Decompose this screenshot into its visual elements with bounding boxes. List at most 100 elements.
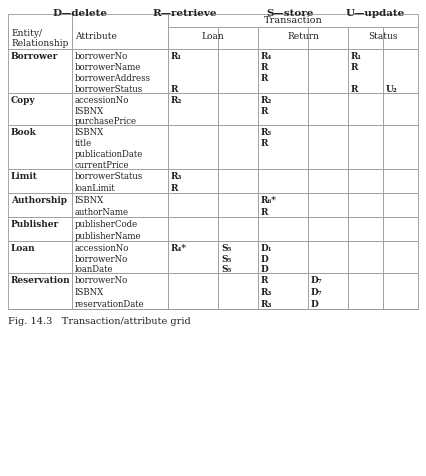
Bar <box>308 49 348 93</box>
Bar <box>308 241 348 273</box>
Text: borrowerName: borrowerName <box>75 63 141 72</box>
Text: borrowerStatus: borrowerStatus <box>75 172 143 181</box>
Text: R₂: R₂ <box>171 96 182 105</box>
Bar <box>348 217 383 241</box>
Text: Return: Return <box>287 32 319 41</box>
Bar <box>383 273 418 309</box>
Text: R₆*: R₆* <box>261 196 277 205</box>
Bar <box>72 241 168 273</box>
Bar <box>218 27 258 49</box>
Bar <box>308 27 348 49</box>
Bar <box>218 193 258 217</box>
Bar <box>258 217 308 241</box>
Bar <box>8 169 72 193</box>
Text: R: R <box>261 107 268 116</box>
Bar <box>8 93 72 125</box>
Text: ISBNX: ISBNX <box>75 128 104 137</box>
Bar <box>258 273 308 309</box>
Text: Borrower: Borrower <box>11 52 58 61</box>
Text: R: R <box>351 85 358 94</box>
Bar <box>218 273 258 309</box>
Bar <box>168 169 218 193</box>
Bar <box>258 241 308 273</box>
Bar <box>8 241 72 273</box>
Text: S—store: S—store <box>266 9 314 18</box>
Text: loanDate: loanDate <box>75 265 114 274</box>
Text: accessionNo: accessionNo <box>75 96 130 105</box>
Bar <box>8 273 72 309</box>
Bar <box>72 193 168 217</box>
Bar <box>348 125 383 169</box>
Text: D: D <box>261 255 269 264</box>
Text: R: R <box>171 85 178 94</box>
Text: R₃: R₃ <box>261 288 272 297</box>
Text: Entity/
Relationship: Entity/ Relationship <box>11 29 69 49</box>
Bar <box>308 169 348 193</box>
Text: publisherCode: publisherCode <box>75 220 138 229</box>
Text: Publisher: Publisher <box>11 220 59 229</box>
Text: accessionNo: accessionNo <box>75 244 130 253</box>
Text: R—retrieve: R—retrieve <box>153 9 217 18</box>
Text: R₁: R₁ <box>351 52 362 61</box>
Bar <box>218 169 258 193</box>
Text: borrowerStatus: borrowerStatus <box>75 85 143 94</box>
Text: Loan: Loan <box>11 244 36 253</box>
Text: borrowerNo: borrowerNo <box>75 276 128 285</box>
Bar <box>168 273 218 309</box>
Bar <box>258 169 308 193</box>
Bar <box>383 27 418 49</box>
Bar <box>348 169 383 193</box>
Text: borrowerAddress: borrowerAddress <box>75 74 151 83</box>
Bar <box>258 125 308 169</box>
Bar <box>348 241 383 273</box>
Text: publisherName: publisherName <box>75 232 141 241</box>
Text: Reservation: Reservation <box>11 276 71 285</box>
Text: borrowerNo: borrowerNo <box>75 52 128 61</box>
Text: D₇: D₇ <box>311 276 323 285</box>
Text: R₄*: R₄* <box>171 244 187 253</box>
Bar <box>308 273 348 309</box>
Bar <box>8 27 72 49</box>
Text: R₃: R₃ <box>171 172 182 181</box>
Text: Fig. 14.3   Transaction/attribute grid: Fig. 14.3 Transaction/attribute grid <box>8 317 191 326</box>
Bar <box>218 49 258 93</box>
Bar <box>383 241 418 273</box>
Text: Limit: Limit <box>11 172 38 181</box>
Text: R₁: R₁ <box>171 52 182 61</box>
Text: D₇: D₇ <box>311 288 323 297</box>
Text: title: title <box>75 139 92 148</box>
Text: borrowerNo: borrowerNo <box>75 255 128 264</box>
Text: S₅: S₅ <box>221 255 231 264</box>
Text: ISBNX: ISBNX <box>75 288 104 297</box>
Bar <box>72 27 168 49</box>
Bar <box>218 93 258 125</box>
Bar <box>258 193 308 217</box>
Text: Transaction: Transaction <box>264 16 322 25</box>
Bar <box>168 241 218 273</box>
Bar <box>348 49 383 93</box>
Bar <box>348 273 383 309</box>
Text: R: R <box>261 74 268 83</box>
Bar <box>308 125 348 169</box>
Text: Status: Status <box>368 32 398 41</box>
Bar <box>348 93 383 125</box>
Text: authorName: authorName <box>75 208 129 217</box>
Bar <box>8 193 72 217</box>
Text: ISBNX: ISBNX <box>75 107 104 116</box>
Bar <box>348 27 383 49</box>
Bar <box>168 49 218 93</box>
Text: R₃: R₃ <box>261 300 272 309</box>
Bar <box>72 93 168 125</box>
Text: R₅: R₅ <box>261 128 272 137</box>
Bar <box>168 27 218 49</box>
Bar <box>383 193 418 217</box>
Bar <box>72 125 168 169</box>
Bar <box>308 93 348 125</box>
Bar <box>72 273 168 309</box>
Text: R: R <box>261 208 268 217</box>
Text: S₅: S₅ <box>221 265 231 274</box>
Text: currentPrice: currentPrice <box>75 161 130 170</box>
Bar <box>168 217 218 241</box>
Bar <box>8 14 72 49</box>
Bar <box>168 14 418 27</box>
